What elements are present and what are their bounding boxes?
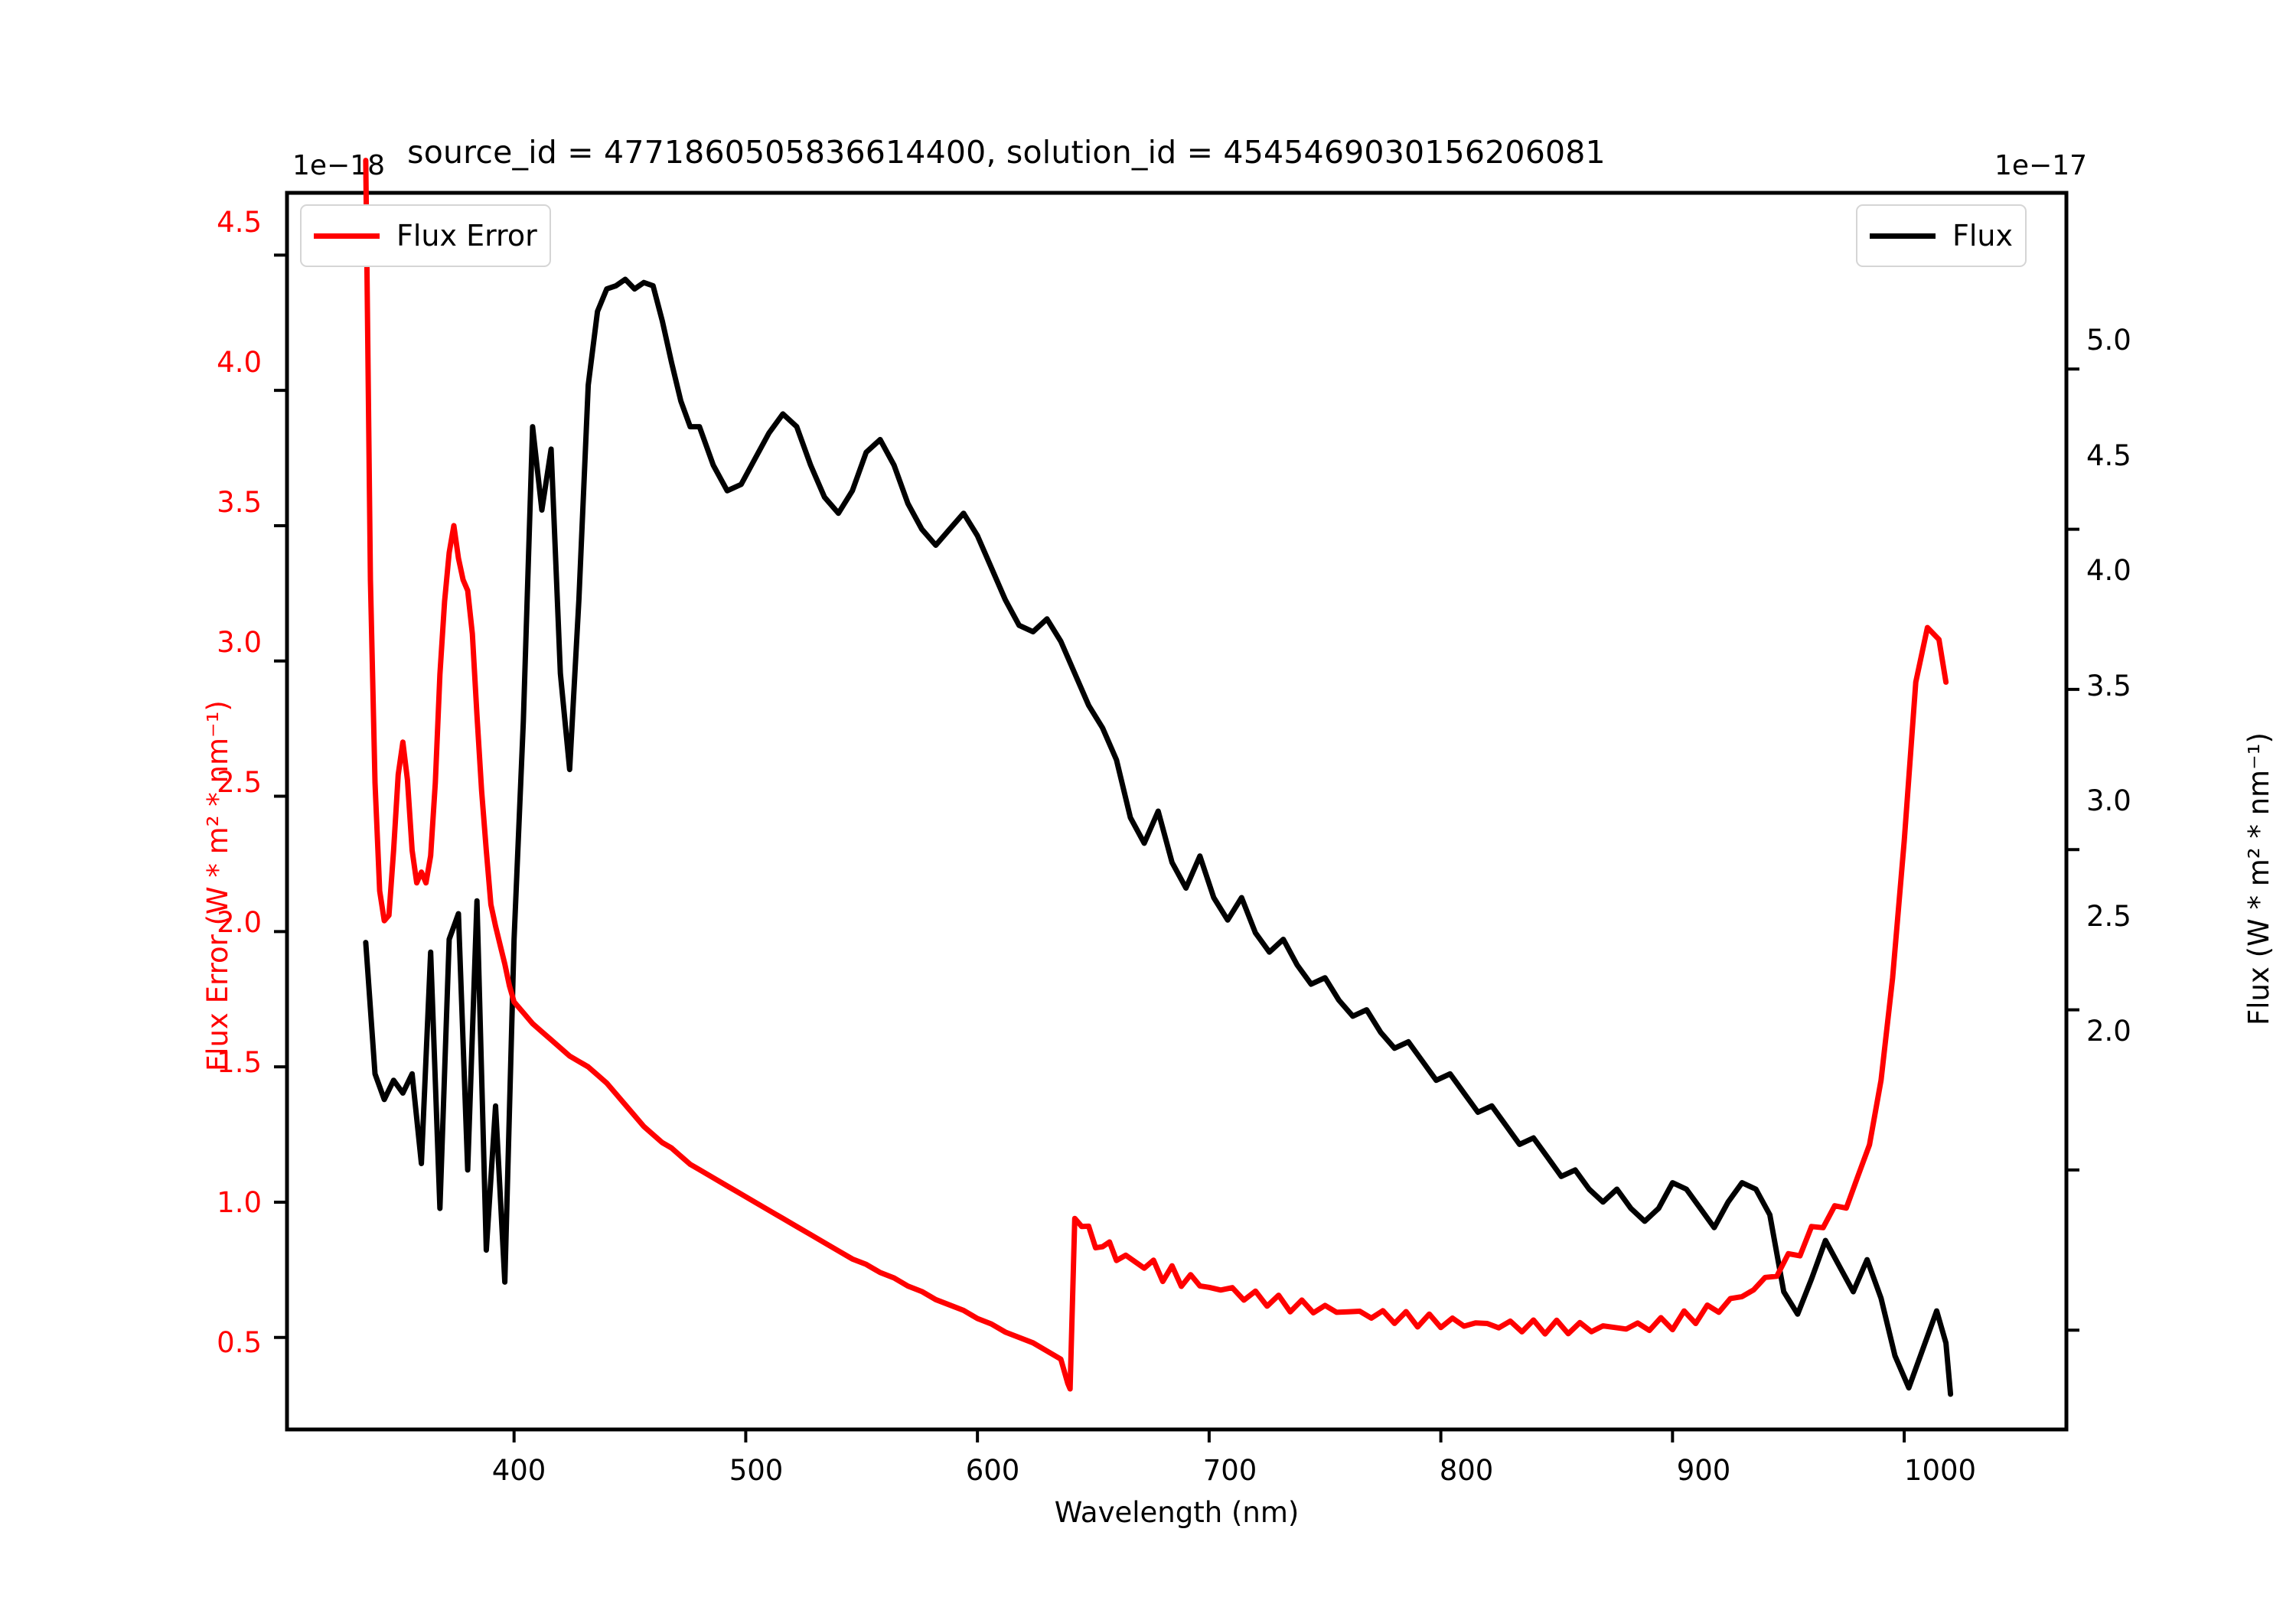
x-tick-label-6: 1000 <box>1903 1454 1977 1487</box>
right-tick-label-3: 3.5 <box>2086 670 2131 702</box>
legend-flux[interactable]: Flux <box>1856 204 2027 267</box>
flux-curve <box>363 276 1954 1397</box>
x-axis-title: Wavelength (nm) <box>1054 1496 1300 1529</box>
right-tick-label-4: 4.0 <box>2086 554 2131 587</box>
left-tick-label-1: 1.0 <box>217 1186 262 1219</box>
x-tick-label-3: 700 <box>1202 1454 1257 1487</box>
right-tick-label-2: 3.0 <box>2086 784 2131 817</box>
plot-title: source_id = 4771860505836614400, solutio… <box>0 134 2296 171</box>
legend-line-flux-error <box>314 233 380 239</box>
legend-line-flux <box>1870 233 1936 239</box>
axes-frame <box>285 191 2069 1432</box>
x-tick-label-1: 500 <box>729 1454 784 1487</box>
left-tick-label-3: 2.0 <box>217 906 262 939</box>
data-curves <box>363 158 1954 1397</box>
left-axis-offset-label: 1e−18 <box>292 150 386 181</box>
left-tick-label-4: 2.5 <box>217 766 262 799</box>
right-tick-label-1: 2.5 <box>2086 900 2131 933</box>
legend-label-flux-error: Flux Error <box>396 219 537 253</box>
left-tick-label-6: 3.5 <box>217 486 262 519</box>
left-tick-label-8: 4.5 <box>217 206 262 239</box>
x-tick-label-0: 400 <box>491 1454 546 1487</box>
flux-error-curve <box>363 158 1949 1392</box>
axis-ticks <box>274 253 2079 1442</box>
right-tick-label-5: 4.5 <box>2086 439 2131 472</box>
x-tick-label-2: 600 <box>965 1454 1020 1487</box>
left-tick-label-5: 3.0 <box>217 626 262 659</box>
legend-flux-error[interactable]: Flux Error <box>300 204 551 267</box>
legend-label-flux: Flux <box>1952 219 2013 253</box>
left-tick-label-7: 4.0 <box>217 346 262 379</box>
x-tick-label-4: 800 <box>1439 1454 1494 1487</box>
left-tick-label-2: 1.5 <box>217 1046 262 1079</box>
left-tick-label-0: 0.5 <box>217 1326 262 1359</box>
x-tick-label-5: 900 <box>1676 1454 1731 1487</box>
right-tick-label-0: 2.0 <box>2086 1015 2131 1048</box>
plot-title-text: source_id = 4771860505836614400, solutio… <box>407 134 1606 171</box>
right-tick-label-6: 5.0 <box>2086 324 2131 357</box>
right-axis-offset-label: 1e−17 <box>1994 150 2088 181</box>
